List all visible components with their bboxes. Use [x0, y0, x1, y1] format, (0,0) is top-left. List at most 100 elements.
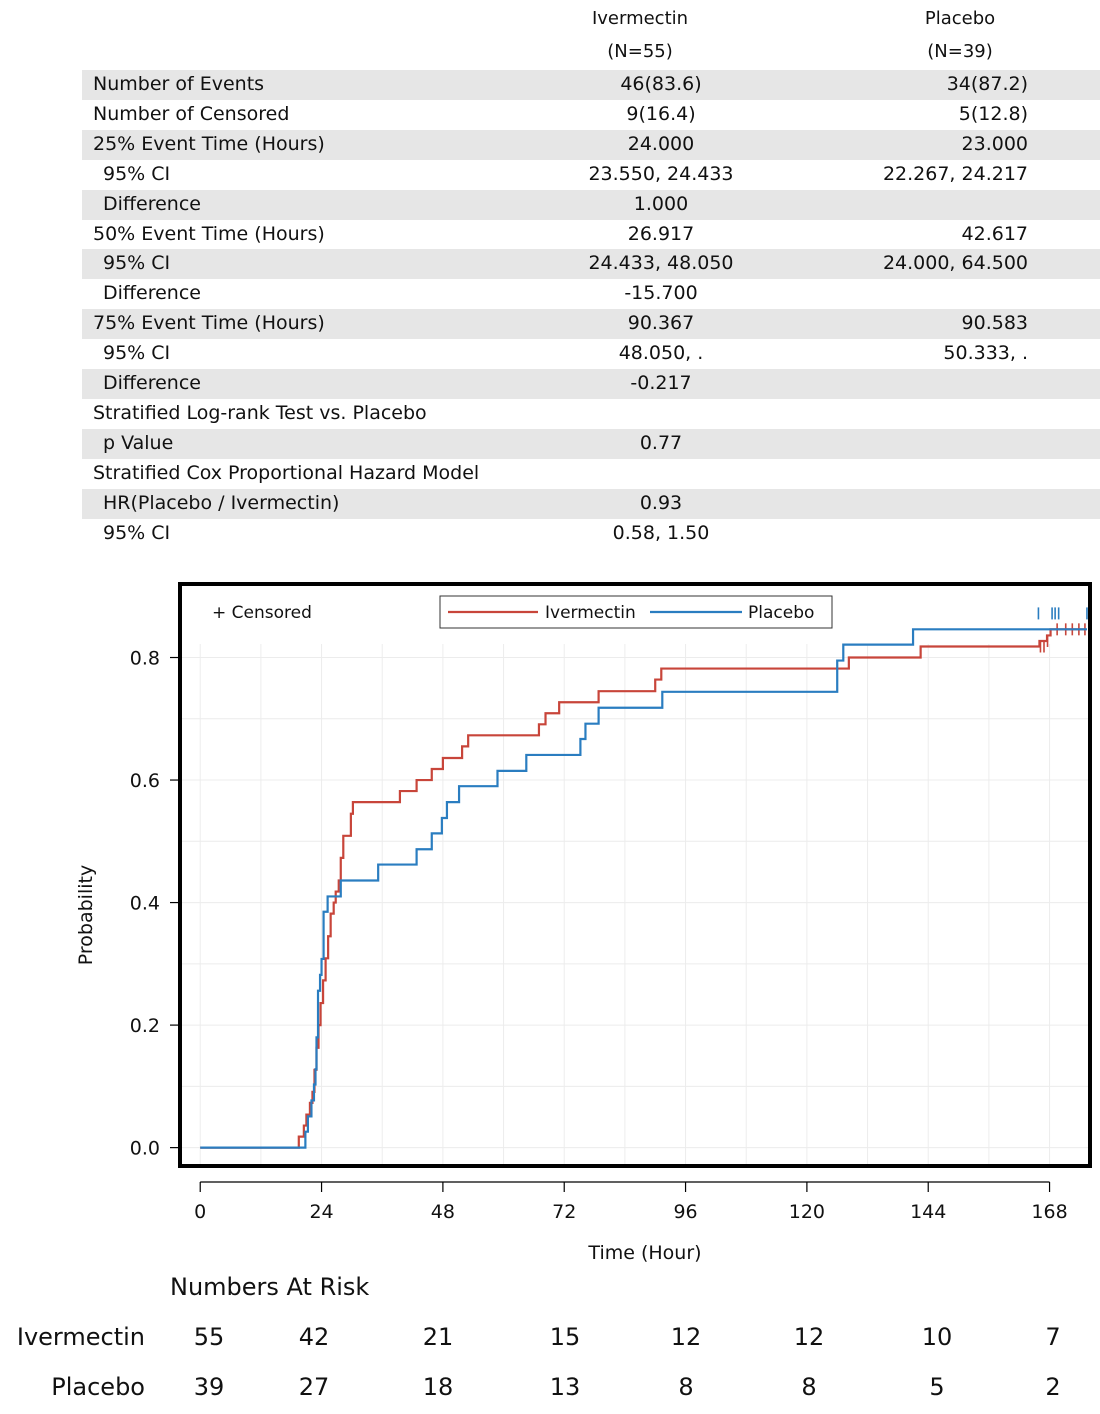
- table-row: 75% Event Time (Hours) 90.367 90.583: [82, 309, 1100, 340]
- risk-count: 10: [921, 1323, 953, 1351]
- risk-count: 5: [929, 1373, 945, 1401]
- legend-label-placebo: Placebo: [748, 603, 814, 623]
- row-label: 95% CI: [103, 342, 171, 365]
- risk-count: 7: [1045, 1323, 1061, 1351]
- placebo-value: [791, 519, 1100, 549]
- risk-count: 8: [801, 1373, 817, 1401]
- table-row: Difference -0.217: [82, 369, 1100, 399]
- risk-count: 8: [678, 1373, 694, 1401]
- row-label: Difference: [103, 282, 201, 305]
- column-name: Ivermectin: [591, 8, 689, 29]
- column-header-placebo: Placebo (N=39): [830, 8, 1090, 62]
- table-row: 95% CI 0.58, 1.50: [82, 519, 1100, 549]
- risk-group-label: Placebo: [51, 1373, 145, 1401]
- table-row: 95% CI 48.050, . 50.333, .: [82, 339, 1100, 369]
- row-label: Number of Censored: [93, 102, 290, 125]
- placebo-value: 24.000, 64.500: [791, 249, 1100, 280]
- table-row: 25% Event Time (Hours) 24.000 23.000: [82, 129, 1100, 160]
- column-name: Placebo: [924, 8, 996, 29]
- legend-label-ivermectin: Ivermectin: [545, 603, 636, 623]
- ivermectin-value: 0.77: [531, 428, 791, 459]
- row-label: 95% CI: [103, 162, 171, 185]
- table-row: Difference 1.000: [82, 189, 1100, 220]
- x-tick-label: 48: [431, 1201, 455, 1223]
- ivermectin-value: 9(16.4): [626, 102, 696, 125]
- summary-table: Number of Events 46(83.6) 34(87.2) Number o…: [82, 70, 1100, 549]
- table-row: Difference -15.700: [82, 279, 1100, 309]
- row-label: Difference: [82, 369, 531, 399]
- risk-count: 15: [549, 1323, 581, 1351]
- table-row: Number of Censored 9(16.4) 5(12.8): [82, 100, 1100, 130]
- ivermectin-value: [531, 399, 791, 429]
- row-label: Stratified Cox Proportional Hazard Model: [93, 461, 480, 484]
- row-label: 75% Event Time (Hours): [82, 309, 531, 340]
- risk-count: 42: [298, 1323, 330, 1351]
- placebo-value: [791, 399, 1100, 429]
- placebo-value: 90.583: [791, 309, 1100, 340]
- row-label: Number of Events: [82, 70, 531, 100]
- placebo-value: [791, 488, 1100, 519]
- placebo-value: 50.333, .: [943, 342, 1028, 365]
- y-tick-label: 0.2: [130, 1015, 160, 1037]
- ivermectin-value: 46(83.6): [531, 70, 791, 100]
- column-n: (N=39): [927, 41, 993, 62]
- x-axis-label: Time (Hour): [587, 1242, 701, 1264]
- risk-count: 55: [193, 1323, 225, 1351]
- x-tick-label: 168: [1031, 1201, 1067, 1223]
- x-tick-label: 72: [552, 1201, 576, 1223]
- ivermectin-value: -0.217: [531, 369, 791, 399]
- y-tick-label: 0.4: [130, 893, 160, 915]
- censored-note: + Censored: [212, 603, 312, 623]
- row-label: 95% CI: [82, 249, 531, 280]
- x-tick-label: 0: [194, 1201, 206, 1223]
- ivermectin-value: 0.93: [531, 488, 791, 519]
- risk-table-title: Numbers At Risk: [170, 1273, 370, 1301]
- table-row: 95% CI 23.550, 24.433 22.267, 24.217: [82, 160, 1100, 190]
- ivermectin-value: 24.433, 48.050: [531, 249, 791, 280]
- row-label: 50% Event Time (Hours): [93, 222, 325, 245]
- placebo-value: [791, 369, 1100, 399]
- table-row: HR(Placebo / Ivermectin) 0.93: [82, 488, 1100, 519]
- table-row: Stratified Log-rank Test vs. Placebo: [82, 399, 1100, 429]
- ivermectin-value: [531, 459, 791, 489]
- y-tick-label: 0.8: [130, 648, 160, 670]
- row-label: 25% Event Time (Hours): [82, 129, 531, 160]
- column-header-ivermectin: Ivermectin (N=55): [510, 8, 770, 62]
- placebo-value: 5(12.8): [958, 102, 1028, 125]
- placebo-value: 23.000: [791, 129, 1100, 160]
- ivermectin-value: 48.050, .: [618, 342, 704, 365]
- x-tick-label: 120: [789, 1201, 825, 1223]
- risk-count: 12: [670, 1323, 702, 1351]
- ivermectin-value: 0.58, 1.50: [612, 521, 710, 544]
- placebo-curve: [200, 628, 1087, 1149]
- placebo-value: 42.617: [961, 222, 1028, 245]
- row-label: 95% CI: [103, 521, 171, 544]
- table-row: p Value 0.77: [82, 428, 1100, 459]
- ivermectin-value: 26.917: [627, 222, 695, 245]
- risk-count: 39: [193, 1373, 225, 1401]
- ivermectin-value: 23.550, 24.433: [588, 162, 734, 185]
- table-row: 95% CI 24.433, 48.050 24.000, 64.500: [82, 249, 1100, 280]
- risk-count: 21: [422, 1323, 454, 1351]
- row-label: Difference: [82, 189, 531, 220]
- ivermectin-value: 90.367: [531, 309, 791, 340]
- y-tick-label: 0.6: [130, 770, 160, 792]
- row-label: p Value: [82, 428, 531, 459]
- row-label: HR(Placebo / Ivermectin): [82, 488, 531, 519]
- x-tick-label: 24: [309, 1201, 333, 1223]
- risk-count: 18: [422, 1373, 454, 1401]
- ivermectin-value: 1.000: [531, 189, 791, 220]
- ivermectin-value: -15.700: [624, 282, 698, 305]
- y-axis-label: Probability: [75, 865, 97, 965]
- risk-count: 27: [298, 1373, 330, 1401]
- row-label: Stratified Log-rank Test vs. Placebo: [93, 401, 427, 424]
- placebo-value: [791, 428, 1100, 459]
- plot-frame: [178, 582, 1092, 1168]
- placebo-value: [791, 459, 1100, 489]
- x-tick-label: 144: [910, 1201, 946, 1223]
- ivermectin-value: 24.000: [531, 129, 791, 160]
- risk-count: 12: [793, 1323, 825, 1351]
- table-row: Number of Events 46(83.6) 34(87.2): [82, 70, 1100, 100]
- survival-chart: 0.0 0.2 0.4 0.6 0.8 0 24 48 72 96 120 144 168 Time (H…: [75, 582, 1092, 1264]
- table-row: Stratified Cox Proportional Hazard Model: [82, 459, 1100, 489]
